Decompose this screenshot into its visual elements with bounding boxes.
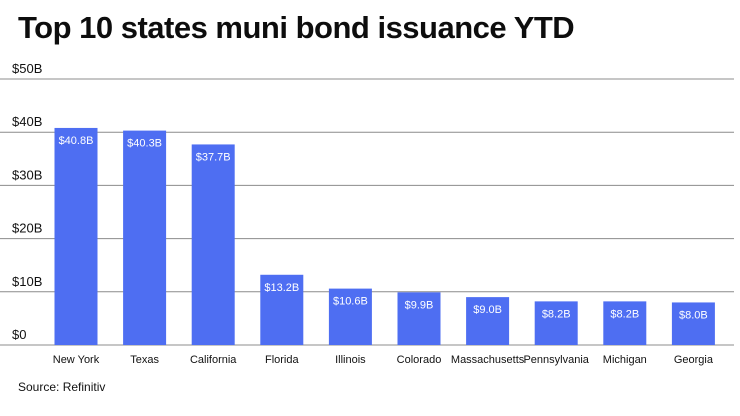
y-tick-label: $50B [12,61,42,76]
data-label: $37.7B [196,151,231,163]
x-tick-label: Colorado [397,354,442,366]
y-tick-label: $30B [12,167,42,182]
data-label: $8.2B [542,308,571,320]
x-tick-label: Georgia [674,354,714,366]
data-label: $8.0B [679,309,708,321]
bar [603,301,647,345]
bar [397,292,441,345]
data-label: $40.3B [127,138,162,150]
bar [191,144,235,345]
data-label: $9.9B [405,299,434,311]
bar [54,127,98,345]
x-tick-label: Massachusetts [451,354,525,366]
x-tick-label: Pennsylvania [523,354,589,366]
x-tick-label: California [190,354,237,366]
data-label: $8.2B [610,308,639,320]
bar [328,288,372,345]
labels: $0 $10B $20B $30B $40B $50B $40.8B New York $40.… [12,61,714,366]
y-tick-label: $40B [12,114,42,129]
x-tick-label: Illinois [335,354,366,366]
y-tick-label: $20B [12,221,42,236]
y-tick-label: $0 [12,327,26,342]
bar [260,274,304,345]
data-label: $13.2B [264,282,299,294]
bar [466,297,510,345]
data-label: $9.0B [473,304,502,316]
bars [54,127,715,345]
bar [123,130,167,345]
source-note: Source: Refinitiv [18,380,106,394]
x-tick-label: New York [53,354,100,366]
x-tick-label: Texas [130,354,159,366]
x-tick-label: Michigan [603,354,647,366]
bar [671,302,715,345]
x-tick-label: Florida [265,354,300,366]
y-tick-label: $10B [12,274,42,289]
data-label: $40.8B [59,135,94,147]
bar [534,301,578,345]
chart-title: Top 10 states muni bond issuance YTD [18,10,575,45]
data-label: $10.6B [333,296,368,308]
